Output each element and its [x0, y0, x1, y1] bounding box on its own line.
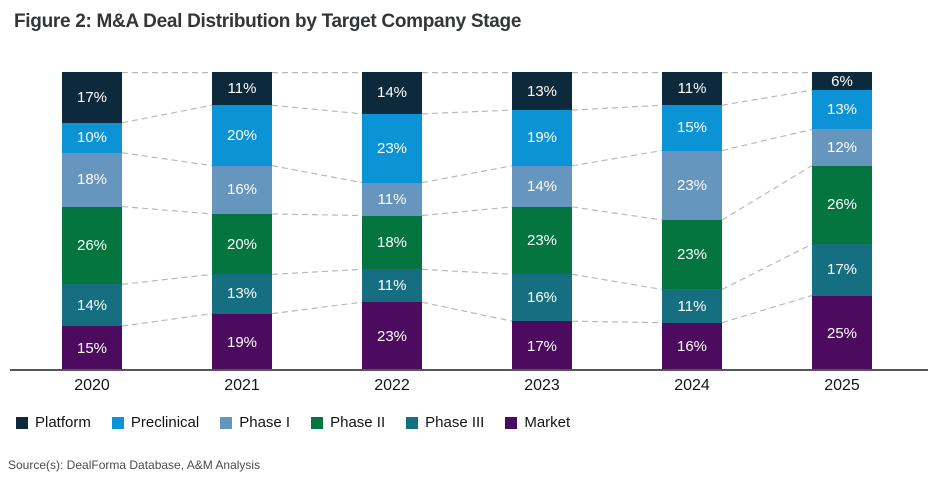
bar-2023: 13% 19% 14% 23% 16% 17%	[512, 72, 572, 372]
segment-platform-2021: 11%	[212, 72, 272, 106]
bar-2025: 6% 13% 12% 26% 17% 25%	[812, 72, 872, 372]
connector-line	[271, 268, 363, 275]
connector-line	[421, 165, 513, 184]
segment-market-2022: 23%	[362, 302, 422, 371]
segment-phase-i-2023: 14%	[512, 165, 572, 207]
source-note: Source(s): DealForma Database, A&M Analy…	[8, 458, 261, 472]
connector-line	[571, 320, 663, 324]
connector-line	[721, 294, 813, 324]
segment-market-2021: 19%	[212, 313, 272, 372]
segment-preclinical-2021: 20%	[212, 105, 272, 166]
connector-line	[721, 89, 813, 106]
bar-2021: 11% 20% 16% 20% 13% 19%	[212, 72, 272, 372]
legend-label-phase-ii: Phase II	[330, 414, 386, 431]
connector-line	[571, 206, 663, 221]
legend-label-market: Market	[524, 414, 571, 431]
legend-item-market: Market	[505, 414, 570, 431]
segment-phase-i-2021: 16%	[212, 165, 272, 214]
segment-preclinical-2023: 19%	[512, 110, 572, 166]
segment-preclinical-2025: 13%	[812, 90, 872, 130]
legend-item-preclinical: Preclinical	[111, 414, 200, 431]
connector-line	[121, 313, 213, 327]
x-axis-label-2021: 2021	[224, 377, 260, 394]
connector-line	[121, 205, 213, 215]
segment-phase-ii-2021: 20%	[212, 213, 272, 275]
connector-line	[421, 206, 513, 217]
connector-line	[571, 149, 663, 167]
legend-label-platform: Platform	[35, 414, 91, 431]
x-axis-label-2024: 2024	[674, 377, 710, 394]
segment-phase-i-2024: 23%	[662, 150, 722, 220]
segment-platform-2022: 14%	[362, 72, 422, 114]
connector-line	[571, 104, 663, 111]
legend-swatch-phase-i	[220, 416, 233, 429]
connector-line	[271, 213, 363, 217]
x-axis-label-2023: 2023	[524, 377, 560, 394]
segment-phase-i-2020: 18%	[62, 152, 122, 207]
connector-line	[121, 152, 213, 167]
segment-phase-ii-2023: 23%	[512, 206, 572, 275]
chart-title: Figure 2: M&A Deal Distribution by Targe…	[14, 11, 522, 32]
segment-phase-ii-2022: 18%	[362, 215, 422, 270]
segment-market-2025: 25%	[812, 295, 872, 372]
legend-label-preclinical: Preclinical	[130, 414, 200, 431]
segment-market-2024: 16%	[662, 322, 722, 371]
legend-swatch-phase-iii	[406, 416, 419, 429]
legend-item-phase-i: Phase I	[220, 414, 290, 431]
connector-line	[421, 301, 513, 322]
legend-item-phase-iii: Phase III	[406, 414, 484, 431]
legend-swatch-market	[505, 416, 518, 429]
legend: Platform Preclinical Phase I Phase II Phase …	[16, 414, 570, 431]
segment-preclinical-2024: 15%	[662, 105, 722, 151]
x-axis-label-2022: 2022	[374, 377, 410, 394]
connector-line	[421, 268, 513, 275]
legend-swatch-platform	[16, 416, 28, 429]
connector-line	[571, 273, 663, 291]
connector-line	[271, 301, 363, 315]
segment-phase-iii-2025: 17%	[812, 244, 872, 296]
connector-line	[121, 273, 213, 285]
legend-swatch-preclinical	[111, 416, 124, 429]
segment-phase-i-2022: 11%	[362, 182, 422, 216]
connector-line	[721, 128, 813, 152]
segment-market-2023: 17%	[512, 321, 572, 372]
connector-line	[121, 104, 213, 124]
segment-phase-ii-2025: 26%	[812, 165, 872, 245]
segment-phase-i-2025: 12%	[812, 129, 872, 166]
bar-2020: 17% 10% 18% 26% 14% 15%	[62, 72, 122, 371]
connector-line	[421, 109, 513, 115]
segment-preclinical-2020: 10%	[62, 122, 122, 153]
plot-area: 17% 10% 18% 26% 14% 15% 11% 20% 16% 20% 13% 19% 14% 2…	[0, 72, 935, 372]
segment-phase-iii-2021: 13%	[212, 274, 272, 314]
segment-platform-2025: 6%	[812, 72, 872, 91]
legend-label-phase-i: Phase I	[239, 414, 291, 431]
legend-item-phase-ii: Phase II	[311, 414, 385, 431]
legend-swatch-phase-ii	[311, 416, 324, 429]
segment-preclinical-2022: 23%	[362, 113, 422, 183]
segment-phase-ii-2024: 23%	[662, 219, 722, 290]
bar-2024: 11% 15% 23% 23% 11% 16%	[662, 72, 722, 371]
segment-phase-iii-2023: 16%	[512, 274, 572, 322]
legend-label-phase-iii: Phase III	[425, 414, 485, 431]
legend-item-platform: Platform	[16, 414, 91, 431]
segment-platform-2024: 11%	[662, 72, 722, 106]
connector-line	[271, 165, 363, 184]
x-axis-label-2020: 2020	[74, 377, 110, 394]
connector-line	[721, 243, 813, 290]
connector-lines-layer	[121, 72, 813, 327]
connector-line	[271, 104, 363, 115]
bar-2022: 14% 23% 11% 18% 11% 23%	[362, 72, 422, 371]
segment-phase-iii-2022: 11%	[362, 269, 422, 303]
x-axis-label-2025: 2025	[824, 377, 860, 394]
segment-phase-iii-2020: 14%	[62, 284, 122, 327]
segment-phase-ii-2020: 26%	[62, 206, 122, 285]
segment-platform-2020: 17%	[62, 72, 122, 123]
segment-market-2020: 15%	[62, 326, 122, 371]
segment-platform-2023: 13%	[512, 72, 572, 111]
x-axis-line	[10, 369, 928, 371]
connector-line	[721, 165, 813, 221]
segment-phase-iii-2024: 11%	[662, 289, 722, 323]
